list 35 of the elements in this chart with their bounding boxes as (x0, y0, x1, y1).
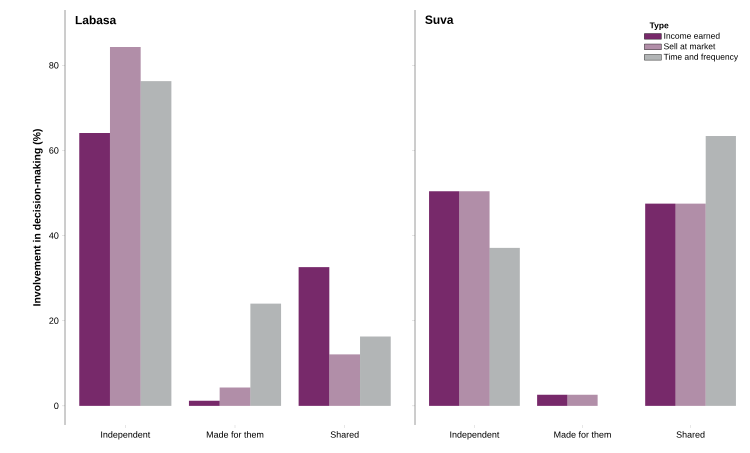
x-tick-label: Made for them (554, 431, 611, 438)
bar (220, 388, 250, 406)
bar (645, 204, 676, 406)
bar (110, 47, 141, 406)
bar (250, 304, 282, 406)
bar (188, 400, 220, 406)
legend-label: Sell at market (664, 43, 716, 50)
y-tick-label: 20 (49, 318, 58, 324)
y-tick-label: 0 (54, 402, 58, 410)
bar (490, 248, 520, 406)
x-tick-label: Independent (101, 431, 150, 440)
bar (706, 136, 736, 406)
bar (429, 191, 460, 406)
x-tick-label: Independent (450, 431, 500, 440)
y-axis-title: Involvement in decision-making (%) (32, 129, 43, 306)
bar (298, 267, 330, 406)
legend-title: Type (650, 22, 668, 30)
x-tick-label: Shared (330, 431, 359, 438)
chart-title: Labasa (76, 16, 116, 24)
bar (567, 394, 598, 406)
y-tick-label: 60 (49, 147, 58, 154)
y-tick-label: 80 (49, 62, 58, 69)
bar (675, 204, 706, 406)
bar (140, 81, 172, 406)
bar (537, 394, 568, 406)
legend-label: Income earned (664, 32, 720, 39)
x-tick-label: Shared (676, 431, 704, 438)
bar (79, 133, 110, 406)
y-tick-label: 40 (49, 232, 58, 239)
legend-label: Time and frequency (664, 54, 738, 62)
chart-title: Suva (425, 16, 454, 24)
bar (459, 191, 490, 406)
bar (329, 354, 360, 406)
bar (360, 336, 391, 406)
x-tick-label: Made for them (206, 431, 264, 438)
